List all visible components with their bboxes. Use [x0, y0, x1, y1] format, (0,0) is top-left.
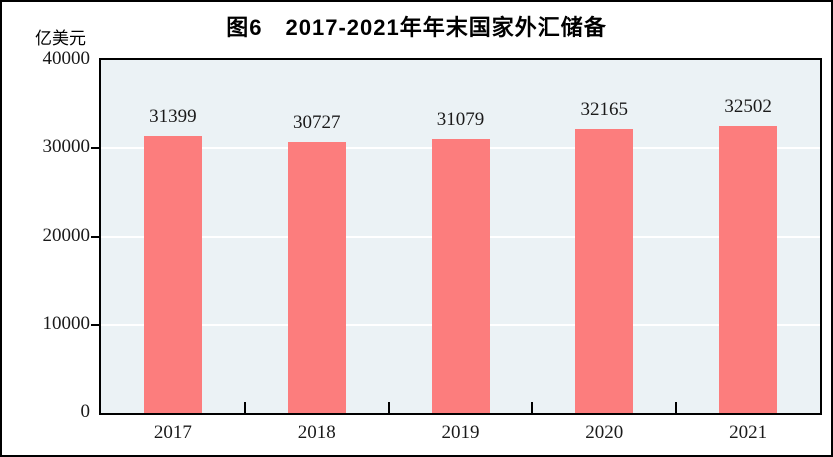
y-axis-tick-label: 10000 [42, 312, 91, 334]
x-axis-category-label: 2019 [441, 422, 480, 443]
bar-value-label: 31399 [149, 105, 197, 127]
bar-value-label: 32502 [724, 96, 772, 118]
x-axis-category-label: 2018 [297, 422, 336, 443]
chart-title: 图6 2017-2021年年末国家外汇储备 [226, 15, 607, 40]
x-axis-tick-mark [531, 402, 534, 413]
x-axis-category-label: 2021 [729, 422, 768, 443]
y-axis-tick-mark [91, 235, 99, 238]
x-axis-category-label: 2020 [585, 422, 624, 443]
x-axis-tick-mark [243, 402, 246, 413]
bar-2020 [575, 129, 634, 413]
bar-2021 [719, 126, 778, 413]
bar-value-label: 30727 [292, 111, 341, 133]
bar-2017 [143, 135, 202, 413]
y-axis-unit-label: 亿美元 [35, 29, 86, 48]
y-axis-tick-label: 40000 [42, 48, 91, 69]
x-axis-tick-mark [675, 402, 678, 413]
bar-value-label: 31079 [436, 108, 485, 130]
y-axis-tick-label: 30000 [42, 136, 91, 158]
bar-2018 [287, 141, 346, 413]
plot-area [99, 58, 822, 415]
bar-2019 [431, 138, 490, 413]
y-axis-tick-label: 0 [80, 401, 91, 422]
y-axis-tick-mark [91, 147, 99, 150]
y-axis-tick-mark [91, 323, 99, 326]
x-axis-category-label: 2017 [153, 422, 192, 443]
y-axis-tick-label: 20000 [42, 224, 91, 246]
x-axis-tick-mark [387, 402, 390, 413]
bar-value-label: 32165 [580, 99, 629, 121]
